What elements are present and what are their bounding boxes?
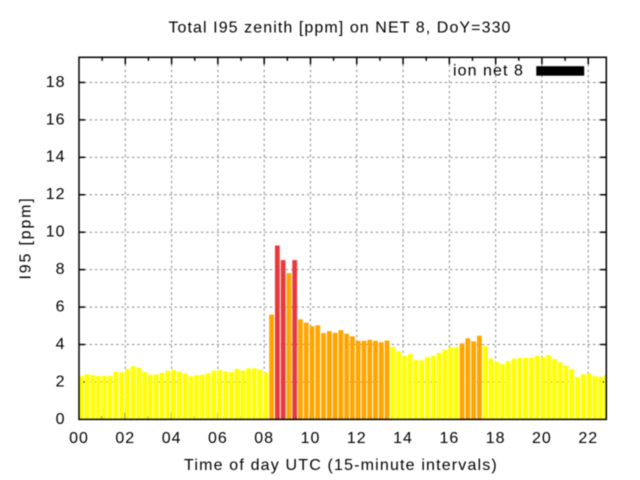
svg-text:00: 00 bbox=[69, 430, 89, 447]
svg-text:0: 0 bbox=[56, 411, 66, 428]
svg-text:12: 12 bbox=[347, 430, 367, 447]
svg-text:16: 16 bbox=[439, 430, 459, 447]
svg-text:2: 2 bbox=[56, 373, 66, 390]
svg-text:18: 18 bbox=[486, 430, 506, 447]
svg-text:20: 20 bbox=[532, 430, 552, 447]
svg-text:Total I95 zenith [ppm] on NET: Total I95 zenith [ppm] on NET 8, DoY=330 bbox=[168, 20, 511, 37]
svg-text:22: 22 bbox=[578, 430, 598, 447]
svg-text:04: 04 bbox=[162, 430, 182, 447]
svg-text:18: 18 bbox=[46, 74, 66, 91]
svg-text:Time of day UTC (15-minute int: Time of day UTC (15-minute intervals) bbox=[184, 457, 498, 474]
svg-text:8: 8 bbox=[56, 261, 66, 278]
svg-text:02: 02 bbox=[115, 430, 135, 447]
svg-text:14: 14 bbox=[46, 149, 66, 166]
svg-text:10: 10 bbox=[301, 430, 321, 447]
svg-text:4: 4 bbox=[56, 336, 66, 353]
svg-text:08: 08 bbox=[254, 430, 274, 447]
svg-text:16: 16 bbox=[46, 111, 66, 128]
svg-text:12: 12 bbox=[46, 186, 66, 203]
svg-text:ion net 8: ion net 8 bbox=[453, 63, 524, 80]
svg-text:6: 6 bbox=[56, 298, 66, 315]
svg-text:14: 14 bbox=[393, 430, 413, 447]
svg-text:I95 [ppm]: I95 [ppm] bbox=[17, 197, 34, 280]
svg-text:06: 06 bbox=[208, 430, 228, 447]
svg-text:10: 10 bbox=[46, 224, 66, 241]
